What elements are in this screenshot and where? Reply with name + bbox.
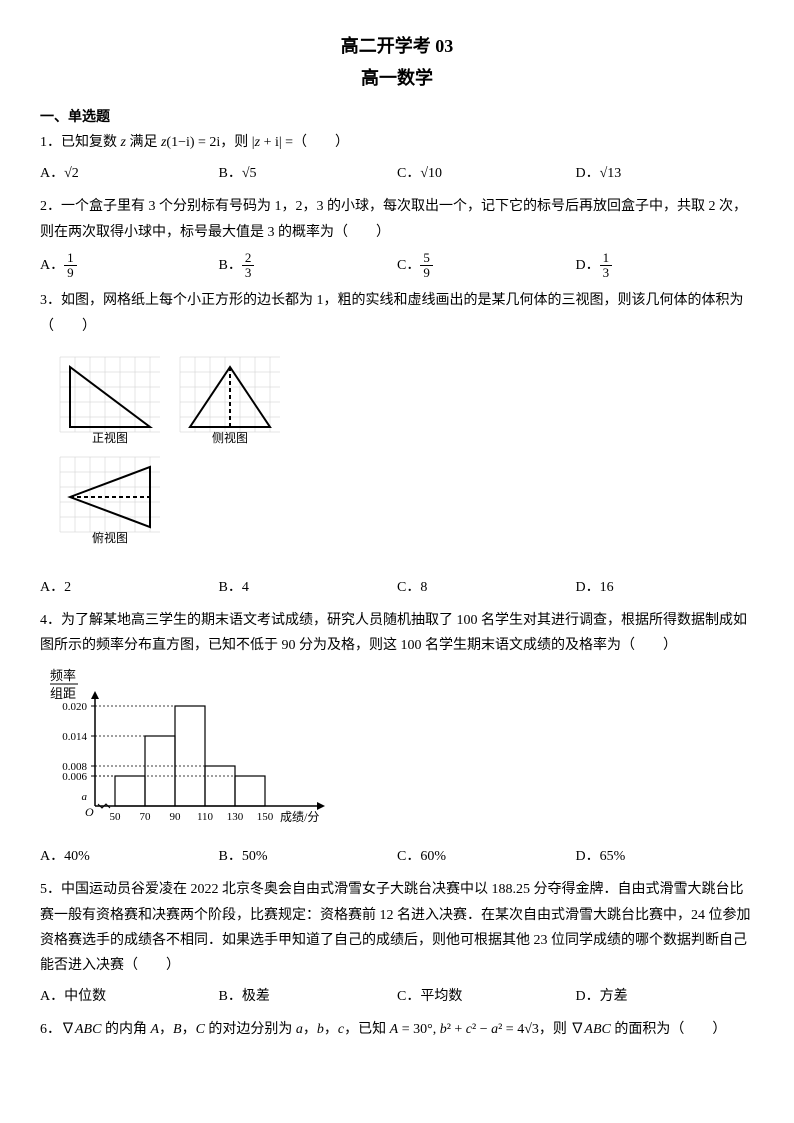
opt-label: D． bbox=[576, 258, 600, 273]
q4-figure: 频率 组距 0.0200.0140.0080.006a 507090110130… bbox=[40, 666, 754, 836]
q6-text: 6．∇ABC 的内角 A，B，C 的对边分别为 a，b，c，已知 A = 30°… bbox=[40, 1017, 754, 1042]
q3-options: A．2 B．4 C．8 D．16 bbox=[40, 575, 754, 600]
three-view-svg: 正视图 侧视图 俯视图 bbox=[40, 347, 300, 567]
frac-den: 3 bbox=[600, 266, 613, 280]
svg-text:0.014: 0.014 bbox=[62, 731, 87, 743]
histogram-svg: 频率 组距 0.0200.0140.0080.006a 507090110130… bbox=[40, 666, 340, 836]
q4-D: D．65% bbox=[576, 844, 755, 869]
svg-text:130: 130 bbox=[227, 811, 244, 823]
section-header: 一、单选题 bbox=[40, 105, 754, 130]
frac-den: 9 bbox=[420, 266, 433, 280]
frac-num: 1 bbox=[600, 251, 613, 266]
q2-D: D．13 bbox=[576, 251, 755, 281]
q2-B: B．23 bbox=[219, 251, 398, 281]
q3-B: B．4 bbox=[219, 575, 398, 600]
q4-A: A．40% bbox=[40, 844, 219, 869]
q3-figure: 正视图 侧视图 俯视图 bbox=[40, 347, 754, 567]
q4-B: B．50% bbox=[219, 844, 398, 869]
frac-den: 9 bbox=[64, 266, 77, 280]
front-view-label: 正视图 bbox=[92, 430, 128, 445]
q1-A: A．√2 bbox=[40, 161, 219, 186]
q1-options: A．√2 B．√5 C．√10 D．√13 bbox=[40, 161, 754, 186]
q5-C: C．平均数 bbox=[397, 984, 576, 1009]
svg-text:0.020: 0.020 bbox=[62, 701, 87, 713]
ylabel1: 频率 bbox=[50, 668, 76, 683]
q4-options: A．40% B．50% C．60% D．65% bbox=[40, 844, 754, 869]
frac-num: 5 bbox=[420, 251, 433, 266]
ylabel2: 组距 bbox=[50, 686, 76, 701]
q5-B: B．极差 bbox=[219, 984, 398, 1009]
q1-C: C．√10 bbox=[397, 161, 576, 186]
frac-den: 3 bbox=[242, 266, 255, 280]
opt-label: B． bbox=[219, 258, 242, 273]
q1-text: 1．已知复数 z 满足 z(1−i) = 2i，则 |z + i| =（ ） bbox=[40, 130, 754, 155]
subtitle: 高一数学 bbox=[40, 62, 754, 94]
svg-text:70: 70 bbox=[140, 811, 152, 823]
frac-num: 2 bbox=[242, 251, 255, 266]
q4-C: C．60% bbox=[397, 844, 576, 869]
svg-text:110: 110 bbox=[197, 811, 214, 823]
q5-A: A．中位数 bbox=[40, 984, 219, 1009]
svg-text:0.006: 0.006 bbox=[62, 771, 87, 783]
q2-text: 2．一个盒子里有 3 个分别标有号码为 1，2，3 的小球，每次取出一个，记下它… bbox=[40, 194, 754, 244]
q3-D: D．16 bbox=[576, 575, 755, 600]
q5-options: A．中位数 B．极差 C．平均数 D．方差 bbox=[40, 984, 754, 1009]
opt-label: A． bbox=[40, 258, 64, 273]
q4-text: 4．为了解某地高三学生的期末语文考试成绩，研究人员随机抽取了 100 名学生对其… bbox=[40, 608, 754, 658]
main-title: 高二开学考 03 bbox=[40, 30, 754, 62]
q3-text: 3．如图，网格纸上每个小正方形的边长都为 1，粗的实线和虚线画出的是某几何体的三… bbox=[40, 288, 754, 338]
side-view-label: 侧视图 bbox=[212, 430, 248, 445]
q1-B: B．√5 bbox=[219, 161, 398, 186]
q2-options: A．19 B．23 C．59 D．13 bbox=[40, 251, 754, 281]
q1-D: D．√13 bbox=[576, 161, 755, 186]
svg-text:50: 50 bbox=[110, 811, 122, 823]
q5-D: D．方差 bbox=[576, 984, 755, 1009]
q3-A: A．2 bbox=[40, 575, 219, 600]
svg-text:150: 150 bbox=[257, 811, 274, 823]
q2-A: A．19 bbox=[40, 251, 219, 281]
svg-text:a: a bbox=[82, 791, 88, 803]
q5-text: 5．中国运动员谷爱凌在 2022 北京冬奥会自由式滑雪女子大跳台决赛中以 188… bbox=[40, 877, 754, 978]
xlabel: 成绩/分 bbox=[280, 810, 319, 824]
top-view-label: 俯视图 bbox=[92, 530, 128, 545]
q2-C: C．59 bbox=[397, 251, 576, 281]
q3-C: C．8 bbox=[397, 575, 576, 600]
svg-text:90: 90 bbox=[170, 811, 182, 823]
opt-label: C． bbox=[397, 258, 420, 273]
origin-O: O bbox=[85, 805, 94, 819]
frac-num: 1 bbox=[64, 251, 77, 266]
